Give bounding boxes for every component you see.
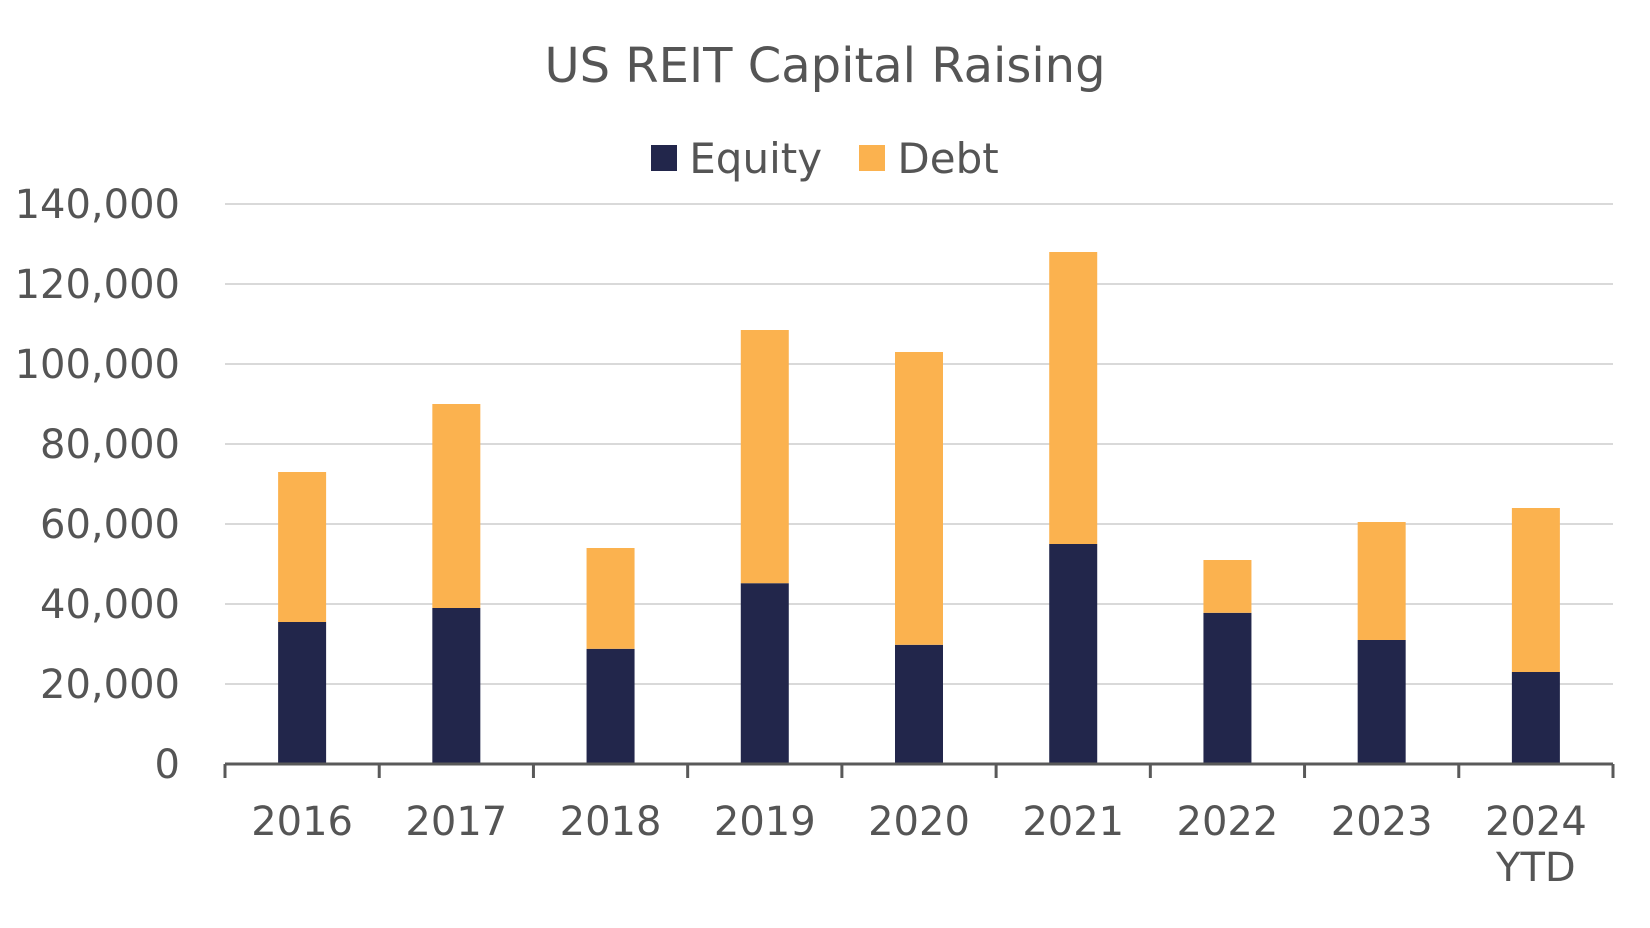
x-tick-label: 2017 <box>405 799 507 845</box>
bar-debt-2018 <box>586 548 635 649</box>
y-tick-label: 40,000 <box>40 582 180 628</box>
legend: Equity Debt <box>0 132 1650 183</box>
legend-item-debt: Debt <box>859 133 999 183</box>
legend-label-debt: Debt <box>897 133 999 183</box>
bar-debt-2022 <box>1203 560 1252 613</box>
y-tick-label: 80,000 <box>40 422 180 468</box>
bar-debt-2019 <box>740 330 789 584</box>
bar-debt-2016 <box>278 472 327 622</box>
bar-debt-2017 <box>432 404 481 608</box>
bar-equity-2019 <box>740 583 789 764</box>
y-tick-label: 60,000 <box>40 502 180 548</box>
bar-debt-2021 <box>1049 252 1098 544</box>
bar-debt-2024-ytd <box>1511 508 1560 672</box>
x-tick-label: 2018 <box>560 799 662 845</box>
x-tick-label: YTD <box>1495 845 1576 891</box>
legend-swatch-equity <box>651 145 678 171</box>
bar-equity-2017 <box>432 608 481 764</box>
bar-equity-2022 <box>1203 612 1252 764</box>
legend-item-equity: Equity <box>651 134 822 183</box>
x-tick-label: 2024 <box>1485 799 1587 845</box>
x-tick-label: 2021 <box>1022 799 1124 845</box>
bar-debt-2020 <box>895 352 943 645</box>
bar-equity-2016 <box>278 622 327 764</box>
x-tick-label: 2019 <box>714 799 816 845</box>
bar-equity-2023 <box>1357 640 1406 764</box>
y-tick-label: 120,000 <box>15 262 180 308</box>
bar-equity-2024-ytd <box>1511 672 1560 764</box>
y-tick-label: 0 <box>155 742 180 788</box>
bar-equity-2018 <box>586 648 635 764</box>
x-tick-label: 2020 <box>868 799 970 845</box>
bar-equity-2021 <box>1049 544 1098 764</box>
bar-debt-2023 <box>1357 522 1406 640</box>
legend-label-equity: Equity <box>689 133 823 183</box>
chart-title: US REIT Capital Raising <box>544 38 1106 94</box>
legend-swatch-debt <box>859 145 886 171</box>
x-tick-label: 2023 <box>1331 799 1433 845</box>
x-tick-label: 2016 <box>251 799 353 845</box>
y-tick-label: 100,000 <box>15 342 180 388</box>
y-tick-label: 140,000 <box>15 182 180 228</box>
y-tick-label: 20,000 <box>40 662 180 708</box>
bar-equity-2020 <box>895 644 943 764</box>
x-tick-label: 2022 <box>1177 799 1279 845</box>
